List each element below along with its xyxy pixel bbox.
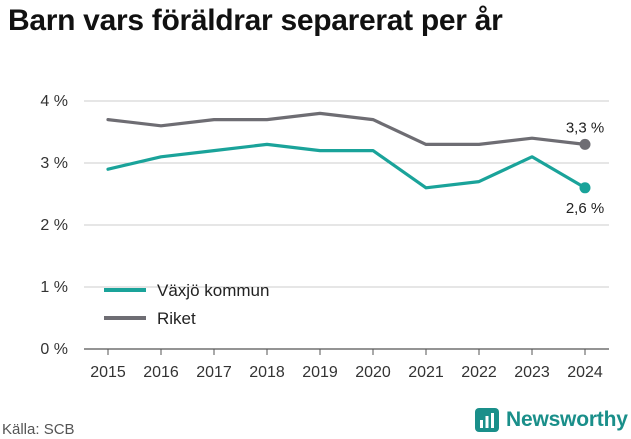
series-end-label: 3,3 % xyxy=(566,119,604,136)
x-tick-label: 2022 xyxy=(461,364,497,381)
y-tick-label: 3 % xyxy=(40,155,68,172)
brand-name: Newsworthy xyxy=(506,408,628,431)
x-tick-label: 2021 xyxy=(408,364,444,381)
x-tick-label: 2017 xyxy=(196,364,232,381)
y-tick-label: 0 % xyxy=(40,341,68,358)
source-note: Källa: SCB xyxy=(2,421,75,438)
x-tick-label: 2018 xyxy=(249,364,285,381)
y-axis-ticks: 0 % 1 % 2 % 3 % 4 % xyxy=(40,93,68,358)
x-tick-label: 2020 xyxy=(355,364,391,381)
bar-chart-icon xyxy=(475,408,499,432)
series-lines: 3,3 % 2,6 % xyxy=(106,111,604,217)
x-tick-label: 2024 xyxy=(567,364,603,381)
x-tick-label: 2019 xyxy=(302,364,338,381)
x-tick-label: 2016 xyxy=(143,364,179,381)
series-line-riket xyxy=(106,111,587,146)
brand-logo: Newsworthy xyxy=(474,407,628,433)
series-end-label: 2,6 % xyxy=(566,200,604,217)
series-end-point xyxy=(579,138,591,150)
legend-label: Riket xyxy=(157,309,196,328)
chart-title: Barn vars föräldrar separerat per år xyxy=(8,4,503,37)
gridlines xyxy=(84,100,609,350)
legend-label: Växjö kommun xyxy=(157,281,269,300)
y-tick-label: 1 % xyxy=(40,279,68,296)
x-axis-ticks: 2015 2016 2017 2018 2019 2020 2021 2022 2023 2024 xyxy=(90,349,603,381)
series-end-point xyxy=(579,182,591,194)
x-tick-label: 2015 xyxy=(90,364,126,381)
y-tick-label: 2 % xyxy=(40,217,68,234)
legend: Växjö kommun Riket xyxy=(104,281,269,328)
series-line-växjö-kommun xyxy=(106,142,587,190)
y-tick-label: 4 % xyxy=(40,93,68,110)
x-tick-label: 2023 xyxy=(514,364,550,381)
